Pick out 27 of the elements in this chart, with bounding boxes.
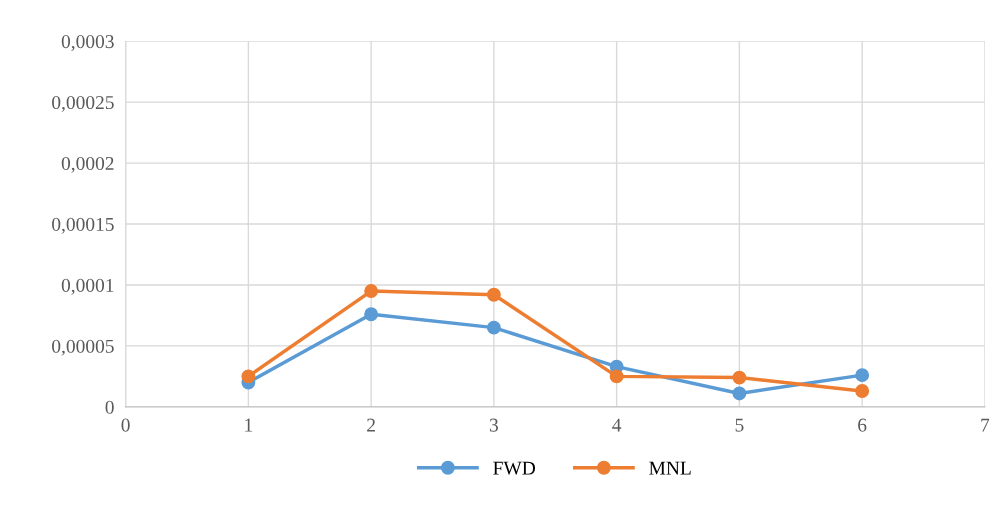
y-tick-label: 0	[105, 400, 114, 414]
x-tick-label: 5	[735, 418, 744, 432]
y-tick-label: 0,0002	[61, 156, 114, 173]
point	[486, 287, 501, 302]
x-tick-label: 0	[121, 418, 130, 432]
point	[364, 284, 379, 299]
point	[855, 384, 870, 398]
x-tick-label: 7	[981, 418, 990, 432]
y-tick-label: 0,0001	[61, 278, 114, 295]
point	[609, 369, 624, 384]
y-tick-label: 0,0003	[61, 35, 114, 51]
x-tick-label: 6	[858, 418, 867, 432]
point	[364, 307, 379, 322]
y-tick-label: 0,00025	[52, 95, 114, 112]
legend-label: MNL	[649, 461, 691, 475]
point	[855, 368, 870, 383]
x-tick-label: 4	[612, 418, 622, 432]
legend-label: FWD	[493, 461, 536, 475]
point	[732, 386, 747, 401]
y-tick-label: 0,00005	[52, 339, 114, 356]
x-tick-label: 2	[367, 418, 375, 432]
y-tick-label: 0,00015	[52, 217, 114, 234]
point	[241, 369, 256, 384]
point	[486, 320, 501, 335]
x-tick-label: 1	[245, 418, 253, 432]
x-tick-label: 3	[489, 418, 498, 432]
point	[732, 370, 747, 385]
